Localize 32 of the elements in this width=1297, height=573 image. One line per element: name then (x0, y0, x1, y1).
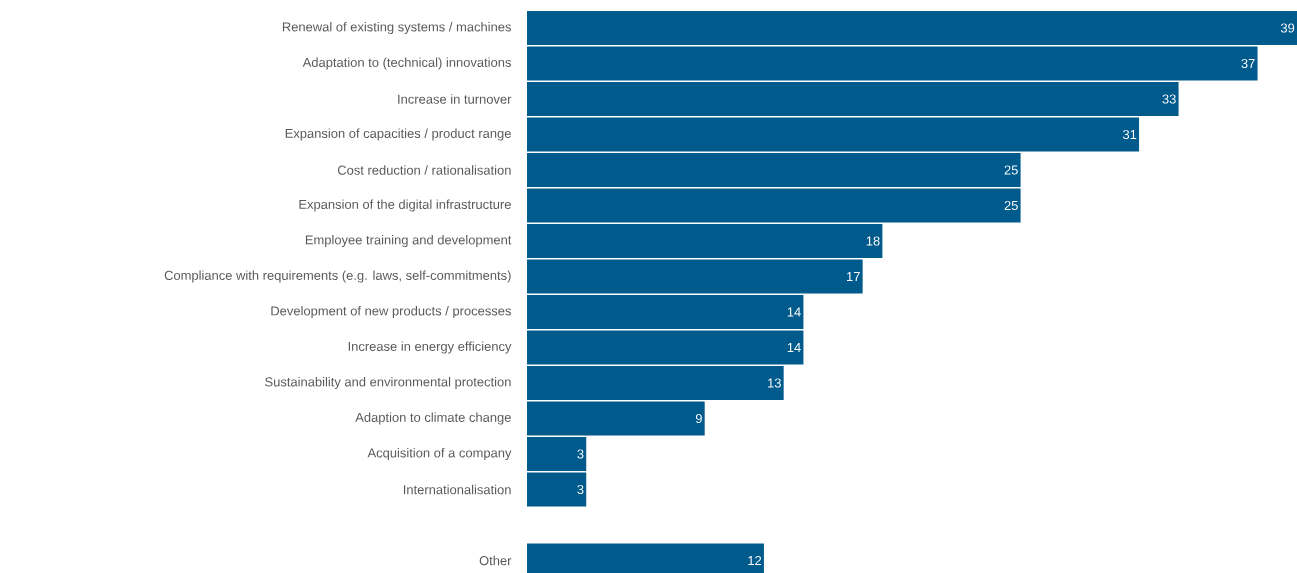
y-tick-label: Adaption to climate change (355, 412, 511, 425)
data-label: 14 (787, 307, 801, 317)
y-tick-label: Acquisition of a company (367, 447, 512, 461)
data-label: 3 (577, 484, 584, 495)
y-tick-label: Employee training and development (305, 234, 512, 248)
y-tick-label: Expansion of the digital infrastructure (299, 199, 511, 212)
y-tick-label: Development of new products / processes (271, 305, 511, 319)
y-tick-label: Expansion of capacities / product range (285, 128, 511, 141)
data-label: 12 (748, 555, 762, 566)
y-tick-label: Compliance with requirements (e.g. laws, self-commitments) (164, 270, 511, 283)
data-label: 33 (1162, 94, 1176, 104)
y-tick-label: Increase in turnover (398, 94, 512, 104)
bar (527, 472, 587, 507)
data-label: 25 (1004, 165, 1018, 175)
data-label: 3 (577, 449, 584, 459)
data-label: 17 (847, 272, 860, 281)
y-tick-label: Renewal of existing systems / machines (282, 21, 511, 35)
data-label: 13 (768, 378, 781, 388)
y-tick-label: Increase in energy efficiency (348, 341, 512, 354)
bar (527, 11, 1297, 45)
y-tick-label: Other (479, 555, 512, 566)
data-label: 39 (1280, 23, 1295, 33)
data-label: 14 (787, 343, 801, 352)
y-tick-label: Internationalisation (403, 484, 511, 495)
data-label: 18 (866, 236, 880, 246)
data-label: 31 (1122, 129, 1137, 140)
data-label: 25 (1004, 200, 1018, 211)
y-tick-label: Sustainability and environmental protection (265, 376, 511, 390)
data-label: 9 (695, 413, 702, 424)
y-tick-label: Cost reduction / rationalisation (337, 165, 511, 175)
data-label: 37 (1241, 58, 1255, 69)
y-tick-label: Adaptation to (technical) innovations (302, 57, 511, 70)
